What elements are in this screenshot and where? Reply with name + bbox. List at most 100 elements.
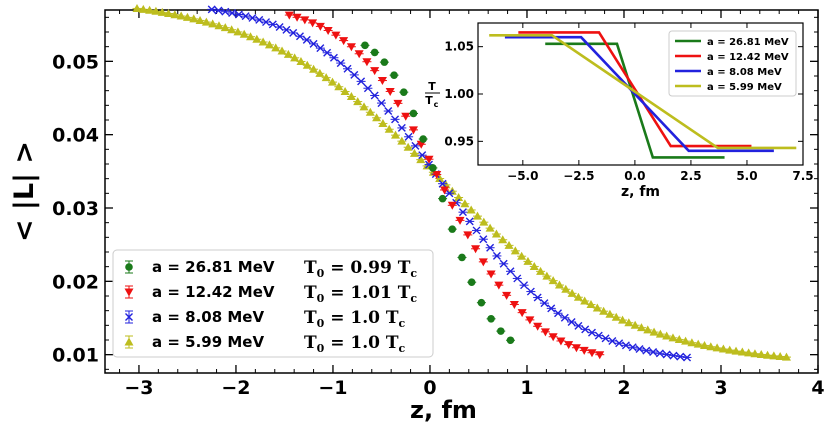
- data-point: [370, 67, 380, 76]
- data-point: [554, 309, 563, 318]
- data-point: [343, 64, 352, 73]
- data-point: [391, 115, 400, 124]
- data-point: [479, 217, 489, 226]
- y-tick-label: 0.03: [52, 198, 99, 220]
- data-point: [241, 12, 250, 21]
- data-point: [587, 349, 597, 358]
- data-point: [473, 211, 483, 220]
- data-point: [477, 298, 486, 307]
- inset-legend-entry-3: a = 5.99 MeV: [675, 82, 782, 93]
- data-point: [132, 3, 142, 12]
- data-point: [506, 336, 515, 345]
- data-point: [471, 245, 481, 254]
- data-point: [624, 318, 634, 327]
- data-point: [561, 284, 571, 293]
- data-point: [424, 155, 434, 164]
- data-point: [763, 350, 773, 359]
- legend-marker: [124, 288, 134, 297]
- inset-legend-box: [668, 30, 797, 97]
- legend: a = 26.81 MeV T0 = 0.99 Tca = 12.42 MeV T0…: [112, 249, 434, 358]
- data-point: [542, 271, 552, 280]
- y-tick-label: 0.02: [52, 271, 99, 293]
- data-point: [525, 316, 535, 325]
- legend-label: a = 12.42 MeV: [152, 283, 275, 301]
- data-point: [458, 253, 466, 262]
- data-point: [239, 29, 249, 38]
- data-point: [295, 32, 304, 41]
- inset-legend-label: a = 8.08 MeV: [707, 67, 782, 78]
- data-point: [397, 136, 407, 145]
- data-point: [207, 5, 216, 14]
- inset-legend-label: a = 26.81 MeV: [707, 37, 789, 48]
- data-point: [300, 16, 310, 25]
- data-point: [478, 258, 488, 267]
- data-point: [533, 322, 543, 331]
- legend-t0-eq: = 1.0 T: [324, 308, 399, 328]
- legend-t0-main: T: [304, 283, 317, 303]
- data-point: [465, 217, 474, 226]
- data-point: [533, 293, 542, 302]
- data-point: [504, 240, 514, 249]
- x-tick-label: 2: [617, 377, 630, 399]
- data-point: [567, 288, 577, 297]
- data-point: [769, 351, 779, 360]
- inset-legend-entry-1: a = 12.42 MeV: [675, 52, 789, 63]
- y-axis-label: < |L| >: [9, 141, 40, 242]
- data-point: [628, 343, 637, 352]
- legend-marker: [125, 263, 133, 271]
- data-point: [296, 56, 306, 65]
- data-point: [540, 299, 549, 308]
- legend-entry-1: a = 12.42 MeV T0 = 1.01 Tc: [124, 283, 417, 305]
- data-point: [419, 135, 427, 143]
- y-tick-label: 0.01: [52, 345, 99, 367]
- inset-legend-entry-2: a = 8.08 MeV: [675, 67, 782, 78]
- x-tick-label: −3: [124, 377, 153, 399]
- data-point: [517, 309, 527, 318]
- data-point: [611, 312, 621, 321]
- data-point: [662, 350, 671, 359]
- data-point: [571, 344, 581, 353]
- data-point: [513, 274, 522, 283]
- inset-x-axis-label: z, fm: [621, 184, 660, 200]
- x-tick-label: 4: [811, 377, 824, 399]
- x-tick-label: −2: [221, 377, 250, 399]
- data-point: [509, 300, 519, 309]
- data-point: [487, 315, 495, 323]
- data-point: [363, 84, 372, 93]
- data-point: [526, 287, 535, 296]
- series-0: [360, 41, 515, 345]
- data-point: [411, 141, 420, 150]
- legend-box: [112, 249, 434, 358]
- legend-t0-csub: c: [410, 292, 417, 305]
- data-point: [435, 174, 445, 183]
- data-point: [635, 345, 644, 353]
- data-point: [510, 246, 520, 255]
- data-point: [258, 37, 268, 46]
- data-point: [479, 235, 488, 244]
- legend-marker: [124, 337, 134, 346]
- data-point: [390, 71, 398, 79]
- data-point: [290, 53, 300, 62]
- data-point: [336, 59, 345, 68]
- data-point: [350, 70, 359, 79]
- data-point: [618, 315, 628, 324]
- data-point: [397, 123, 406, 132]
- y-tick-label: 0.04: [52, 125, 99, 147]
- data-point: [445, 189, 454, 198]
- data-point: [409, 109, 418, 118]
- series-2: [207, 5, 692, 362]
- data-point: [401, 112, 411, 121]
- data-point: [496, 327, 505, 335]
- series-3: [132, 3, 791, 361]
- data-point: [567, 317, 576, 326]
- data-point: [580, 296, 590, 305]
- data-point: [309, 39, 318, 48]
- data-point: [669, 351, 678, 360]
- legend-label: a = 8.08 MeV: [152, 308, 264, 326]
- data-point: [252, 34, 262, 43]
- data-point: [404, 132, 413, 141]
- data-point: [517, 251, 527, 260]
- data-point: [329, 53, 338, 62]
- inset-line-3: [489, 34, 797, 150]
